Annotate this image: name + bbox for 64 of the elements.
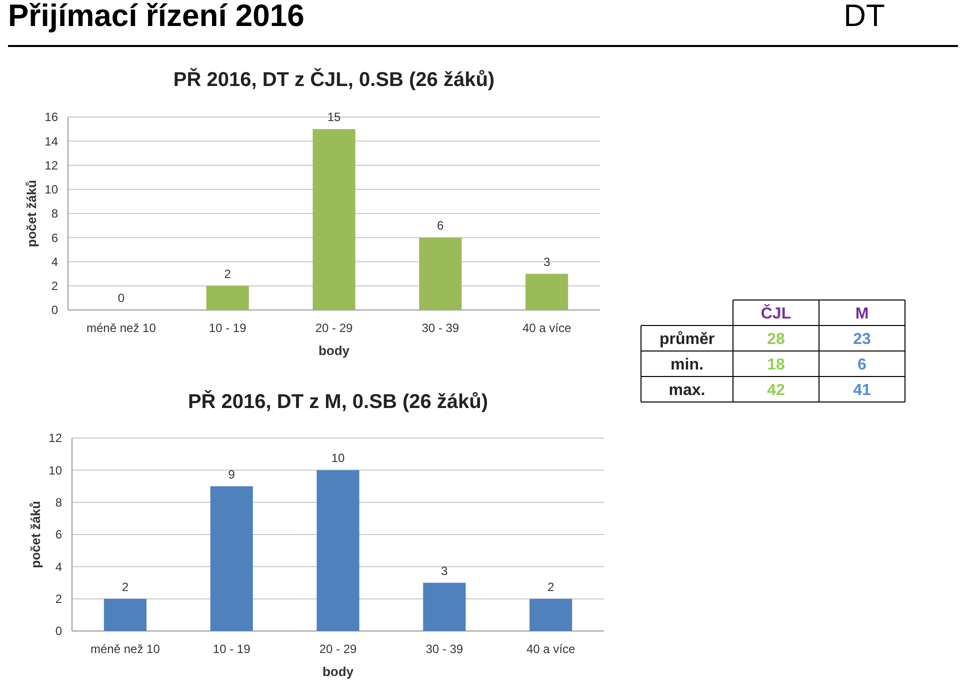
y-tick-label: 10 [44, 182, 58, 197]
bar [312, 129, 356, 310]
x-tick-label: méně než 10 [86, 321, 156, 335]
x-axis-title: body [322, 664, 354, 679]
y-tick-label: 2 [51, 279, 58, 294]
bar [419, 238, 462, 310]
data-label: 2 [224, 266, 232, 281]
x-axis-title: body [318, 343, 350, 358]
data-label: 15 [327, 110, 341, 124]
y-tick-label: 4 [51, 254, 58, 269]
y-tick-label: 12 [48, 431, 62, 446]
category-label: ČJL [760, 303, 792, 322]
data-label: 10 [331, 451, 345, 466]
bar [316, 470, 360, 631]
x-tick-label: méně než 10 [90, 642, 160, 656]
category-label: M [855, 305, 869, 322]
y-tick-label: 4 [55, 560, 62, 574]
y-tick-label: 16 [44, 110, 58, 124]
x-tick-label: 30 - 39 [426, 642, 464, 656]
category-label: min. [670, 356, 704, 374]
category-label: max. [668, 382, 706, 399]
bar [206, 286, 249, 310]
y-tick-label: 8 [55, 496, 62, 510]
x-tick-label: 10 - 19 [208, 321, 247, 335]
chart-title: PŘ 2016, DT z M, 0.SB (26 žáků) [188, 390, 488, 413]
y-tick-label: 6 [55, 528, 62, 542]
y-tick-label: 0 [55, 624, 62, 638]
bar [526, 274, 568, 310]
chart-title: PŘ 2016, DT z ČJL, 0.SB (26 žáků) [173, 68, 495, 91]
y-tick-label: 12 [44, 158, 58, 172]
text: 18 [767, 356, 785, 374]
data-label: 0 [118, 291, 125, 305]
y-tick-label: 6 [51, 230, 58, 245]
y-axis-title: počet žáků [28, 500, 43, 568]
data-label: 3 [441, 564, 448, 578]
x-tick-label: 10 - 19 [212, 642, 251, 656]
bar [210, 486, 253, 631]
y-tick-label: 8 [51, 206, 58, 221]
x-tick-label: 40 a více [522, 321, 572, 335]
text: 6 [858, 356, 866, 374]
data-label: 2 [547, 580, 554, 594]
y-axis-title: počet žáků [24, 180, 39, 248]
bar [423, 582, 466, 631]
bar [104, 598, 146, 631]
x-tick-label: 20 - 29 [319, 642, 358, 656]
y-tick-label: 10 [48, 463, 62, 478]
text: 28 [767, 330, 785, 348]
y-tick-label: 2 [55, 592, 62, 606]
bar [530, 598, 572, 631]
text: 23 [853, 330, 871, 348]
data-label: 9 [228, 467, 236, 482]
x-tick-label: 20 - 29 [315, 321, 354, 335]
text: Přijímací řízení 2016 [8, 0, 304, 33]
category-label: průměr [659, 330, 715, 348]
x-tick-label: 40 a více [526, 642, 576, 656]
y-tick-label: 0 [51, 303, 58, 318]
y-tick-label: 14 [44, 134, 58, 148]
data-label: 3 [543, 254, 550, 269]
text: DT [844, 0, 886, 33]
data-label: 6 [437, 218, 444, 233]
data-label: 2 [122, 580, 129, 594]
text: 42 [767, 382, 785, 399]
text: 41 [853, 382, 871, 399]
x-tick-label: 30 - 39 [422, 321, 460, 335]
